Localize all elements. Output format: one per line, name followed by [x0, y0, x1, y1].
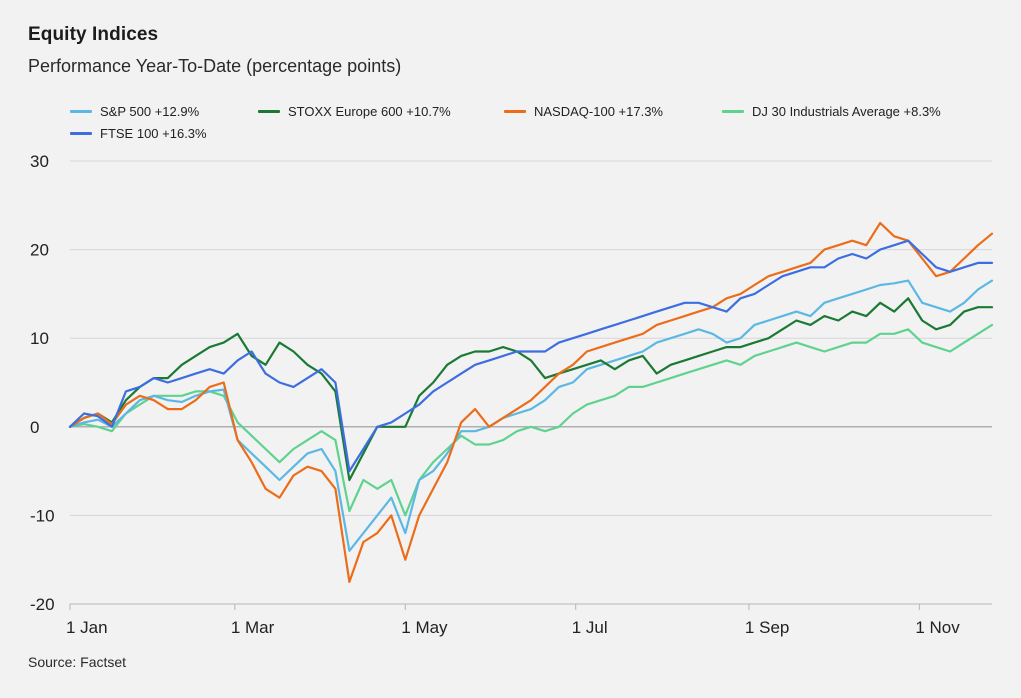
x-tick-label: 1 Jan — [66, 618, 108, 637]
legend-item-stoxx600[interactable]: STOXX Europe 600 +10.7% — [258, 104, 451, 119]
legend-swatch-dj30 — [722, 110, 744, 113]
legend-label-nasdaq100: NASDAQ-100 +17.3% — [534, 104, 663, 119]
legend-item-ftse100[interactable]: FTSE 100 +16.3% — [70, 126, 207, 141]
y-tick-label: 10 — [30, 329, 49, 348]
legend-item-dj30[interactable]: DJ 30 Industrials Average +8.3% — [722, 104, 941, 119]
x-tick-label: 1 Sep — [745, 618, 789, 637]
series-line-1 — [68, 297, 994, 482]
y-tick-label: 20 — [30, 241, 49, 260]
x-tick-label: 1 Nov — [915, 618, 960, 637]
legend-label-dj30: DJ 30 Industrials Average +8.3% — [752, 104, 941, 119]
legend-label-sp500: S&P 500 +12.9% — [100, 104, 200, 119]
y-tick-label: 30 — [30, 152, 49, 171]
series-line-2 — [68, 221, 994, 584]
legend-label-ftse100: FTSE 100 +16.3% — [100, 126, 207, 141]
legend-item-sp500[interactable]: S&P 500 +12.9% — [70, 104, 199, 119]
y-tick-label: -20 — [30, 595, 55, 614]
x-tick-label: 1 Mar — [231, 618, 275, 637]
legend-label-stoxx600: STOXX Europe 600 +10.7% — [288, 104, 451, 119]
legend-swatch-sp500 — [70, 110, 92, 113]
y-tick-label: 0 — [30, 418, 39, 437]
legend-swatch-stoxx600 — [258, 110, 280, 113]
legend-swatch-ftse100 — [70, 132, 92, 135]
series-line-3 — [68, 323, 994, 517]
x-tick-label: 1 May — [401, 618, 448, 637]
chart-title: Equity Indices — [28, 24, 159, 45]
series-line-4 — [68, 239, 994, 473]
source-note: Source: Factset — [28, 654, 127, 670]
x-tick-label: 1 Jul — [572, 618, 608, 637]
legend-swatch-nasdaq100 — [504, 110, 526, 113]
legend: S&P 500 +12.9% STOXX Europe 600 +10.7% N… — [0, 0, 1021, 150]
legend-item-nasdaq100[interactable]: NASDAQ-100 +17.3% — [504, 104, 663, 119]
y-tick-label: -10 — [30, 506, 55, 525]
series-line-0 — [68, 279, 994, 552]
chart-subtitle: Performance Year-To-Date (percentage poi… — [28, 56, 402, 76]
